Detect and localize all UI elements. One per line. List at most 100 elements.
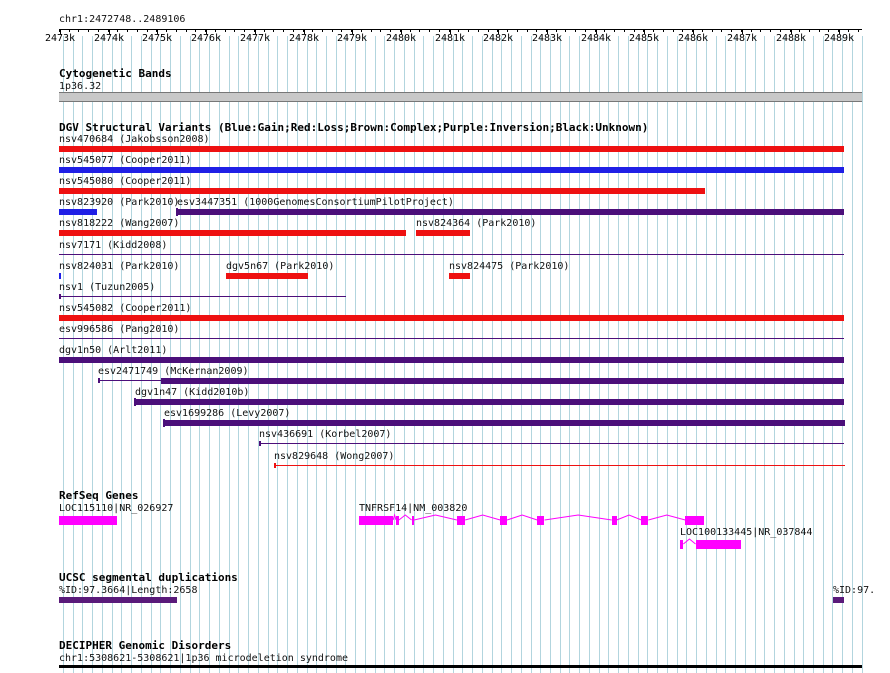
dgv-feature-tick[interactable] (98, 378, 100, 383)
dgv-feature-label[interactable]: nsv1 (Tuzun2005) (59, 282, 156, 293)
dgv-feature-line[interactable] (259, 443, 844, 444)
segdup-feature-bar[interactable] (833, 597, 844, 603)
dgv-feature-tick[interactable] (59, 294, 61, 299)
ruler-minor-tick (225, 30, 226, 32)
ruler-minor-tick (244, 30, 245, 32)
ruler-minor-tick (176, 30, 177, 32)
decipher-track-title[interactable]: DECIPHER Genomic Disorders (59, 639, 232, 652)
dgv-feature-bar[interactable] (59, 315, 844, 321)
dgv-feature-bar[interactable] (177, 209, 844, 215)
dgv-feature-line[interactable] (274, 465, 845, 466)
dgv-feature-bar[interactable] (416, 230, 470, 236)
decipher-feature-label[interactable]: chr1:5308621-5308621|1p36 microdeletion … (59, 653, 348, 664)
ruler-minor-tick (488, 30, 489, 32)
ruler-tick-mark (498, 30, 499, 34)
refseq-exon[interactable] (612, 516, 617, 525)
dgv-feature-bar[interactable] (135, 399, 844, 405)
dgv-feature-bar[interactable] (226, 273, 308, 279)
dgv-track-title[interactable]: DGV Structural Variants (Blue:Gain;Red:L… (59, 121, 649, 134)
refseq-gene-label[interactable]: TNFRSF14|NM_003820 (359, 503, 468, 514)
ruler-minor-tick (108, 30, 109, 32)
dgv-feature-line[interactable] (98, 380, 161, 381)
dgv-feature-label[interactable]: esv2471749 (McKernan2009) (98, 366, 249, 377)
dgv-feature-bar[interactable] (59, 230, 406, 236)
ruler-tick-label: 2473k (44, 33, 76, 44)
refseq-exon[interactable] (537, 516, 544, 525)
dgv-feature-label[interactable]: esv1699286 (Levy2007) (164, 408, 291, 419)
dgv-feature-label[interactable]: esv996586 (Pang2010) (59, 324, 180, 335)
refseq-gene-label[interactable]: LOC100133445|NR_037844 (680, 527, 813, 538)
ruler-minor-tick (692, 30, 693, 32)
dgv-feature-label[interactable]: nsv545080 (Cooper2011) (59, 176, 192, 187)
dgv-feature-label[interactable]: nsv829648 (Wong2007) (274, 451, 395, 462)
dgv-feature-line[interactable] (59, 254, 844, 255)
refseq-exon[interactable] (685, 516, 704, 525)
ruler-minor-tick (234, 30, 235, 32)
refseq-exon[interactable] (500, 516, 507, 525)
refseq-exon[interactable] (696, 540, 741, 549)
segdup-feature-label[interactable]: %ID:97.3664|Length:2658 (59, 585, 198, 596)
dgv-feature-bar[interactable] (449, 273, 470, 279)
dgv-feature-label[interactable]: dgv5n67 (Park2010) (226, 261, 335, 272)
ruler-minor-tick (507, 30, 508, 32)
dgv-feature-label[interactable]: nsv545082 (Cooper2011) (59, 303, 192, 314)
refseq-gene-label[interactable]: LOC115110|NR_026927 (59, 503, 174, 514)
ruler-minor-tick (712, 30, 713, 32)
segdup-track-title[interactable]: UCSC segmental duplications (59, 571, 238, 584)
dgv-feature-bar[interactable] (59, 167, 844, 173)
dgv-feature-label[interactable]: nsv436691 (Korbel2007) (259, 429, 392, 440)
dgv-feature-bar[interactable] (59, 146, 844, 152)
dgv-feature-tick[interactable] (274, 463, 276, 468)
ruler-tick-mark (644, 30, 645, 34)
dgv-feature-tick[interactable] (163, 419, 165, 427)
dgv-feature-bar[interactable] (59, 188, 705, 194)
dgv-feature-label[interactable]: nsv824364 (Park2010) (416, 218, 537, 229)
dgv-feature-bar[interactable] (164, 420, 845, 426)
segdup-feature-bar[interactable] (59, 597, 177, 603)
decipher-feature-bar[interactable] (59, 665, 862, 668)
dgv-feature-label[interactable]: nsv7171 (Kidd2008) (59, 240, 168, 251)
dgv-feature-tick[interactable] (134, 398, 136, 406)
dgv-feature-label[interactable]: nsv470684 (Jakobsson2008) (59, 134, 210, 145)
cytoband-label[interactable]: 1p36.32 (59, 81, 102, 92)
dgv-feature-tick[interactable] (176, 208, 178, 216)
dgv-feature-bar[interactable] (59, 273, 61, 279)
dgv-feature-label[interactable]: dgv1n50 (Arlt2011) (59, 345, 168, 356)
dgv-feature-line[interactable] (59, 296, 346, 297)
ruler-minor-tick (390, 30, 391, 32)
refseq-exon[interactable] (457, 516, 465, 525)
ruler-minor-tick (322, 30, 323, 32)
ruler-minor-tick (127, 30, 128, 32)
dgv-feature-bar[interactable] (161, 378, 844, 384)
refseq-intron-lines[interactable] (0, 511, 890, 531)
refseq-exon[interactable] (412, 516, 414, 525)
ruler-minor-tick (69, 30, 70, 32)
segdup-feature-label[interactable]: %ID:97. (833, 585, 876, 596)
dgv-feature-label[interactable]: nsv818222 (Wang2007) (59, 218, 180, 229)
dgv-feature-bar[interactable] (59, 357, 844, 363)
cytoband-bar[interactable] (59, 92, 862, 102)
ruler-minor-tick (312, 30, 313, 32)
dgv-feature-label[interactable]: nsv823920 (Park2010) (59, 197, 180, 208)
dgv-feature-label[interactable]: esv3447351 (1000GenomesConsortiumPilotPr… (177, 197, 454, 208)
refseq-exon[interactable] (396, 516, 399, 525)
cytoband-track-title[interactable]: Cytogenetic Bands (59, 67, 172, 80)
dgv-feature-label[interactable]: nsv824031 (Park2010) (59, 261, 180, 272)
ruler-minor-tick (653, 30, 654, 32)
refseq-exon[interactable] (641, 516, 648, 525)
ruler-tick-label: 2481k (434, 33, 466, 44)
refseq-intron-lines[interactable] (0, 535, 890, 555)
dgv-feature-bar[interactable] (59, 209, 97, 215)
refseq-exon[interactable] (680, 540, 683, 549)
dgv-feature-label[interactable]: nsv824475 (Park2010) (449, 261, 570, 272)
ruler-minor-tick (341, 30, 342, 32)
ruler-minor-tick (156, 30, 157, 32)
refseq-exon[interactable] (359, 516, 393, 525)
dgv-feature-line[interactable] (59, 338, 844, 339)
dgv-feature-label[interactable]: nsv545077 (Cooper2011) (59, 155, 192, 166)
refseq-track-title[interactable]: RefSeq Genes (59, 489, 139, 502)
dgv-feature-tick[interactable] (259, 441, 261, 446)
refseq-exon[interactable] (59, 516, 117, 525)
dgv-feature-label[interactable]: dgv1n47 (Kidd2010b) (135, 387, 250, 398)
